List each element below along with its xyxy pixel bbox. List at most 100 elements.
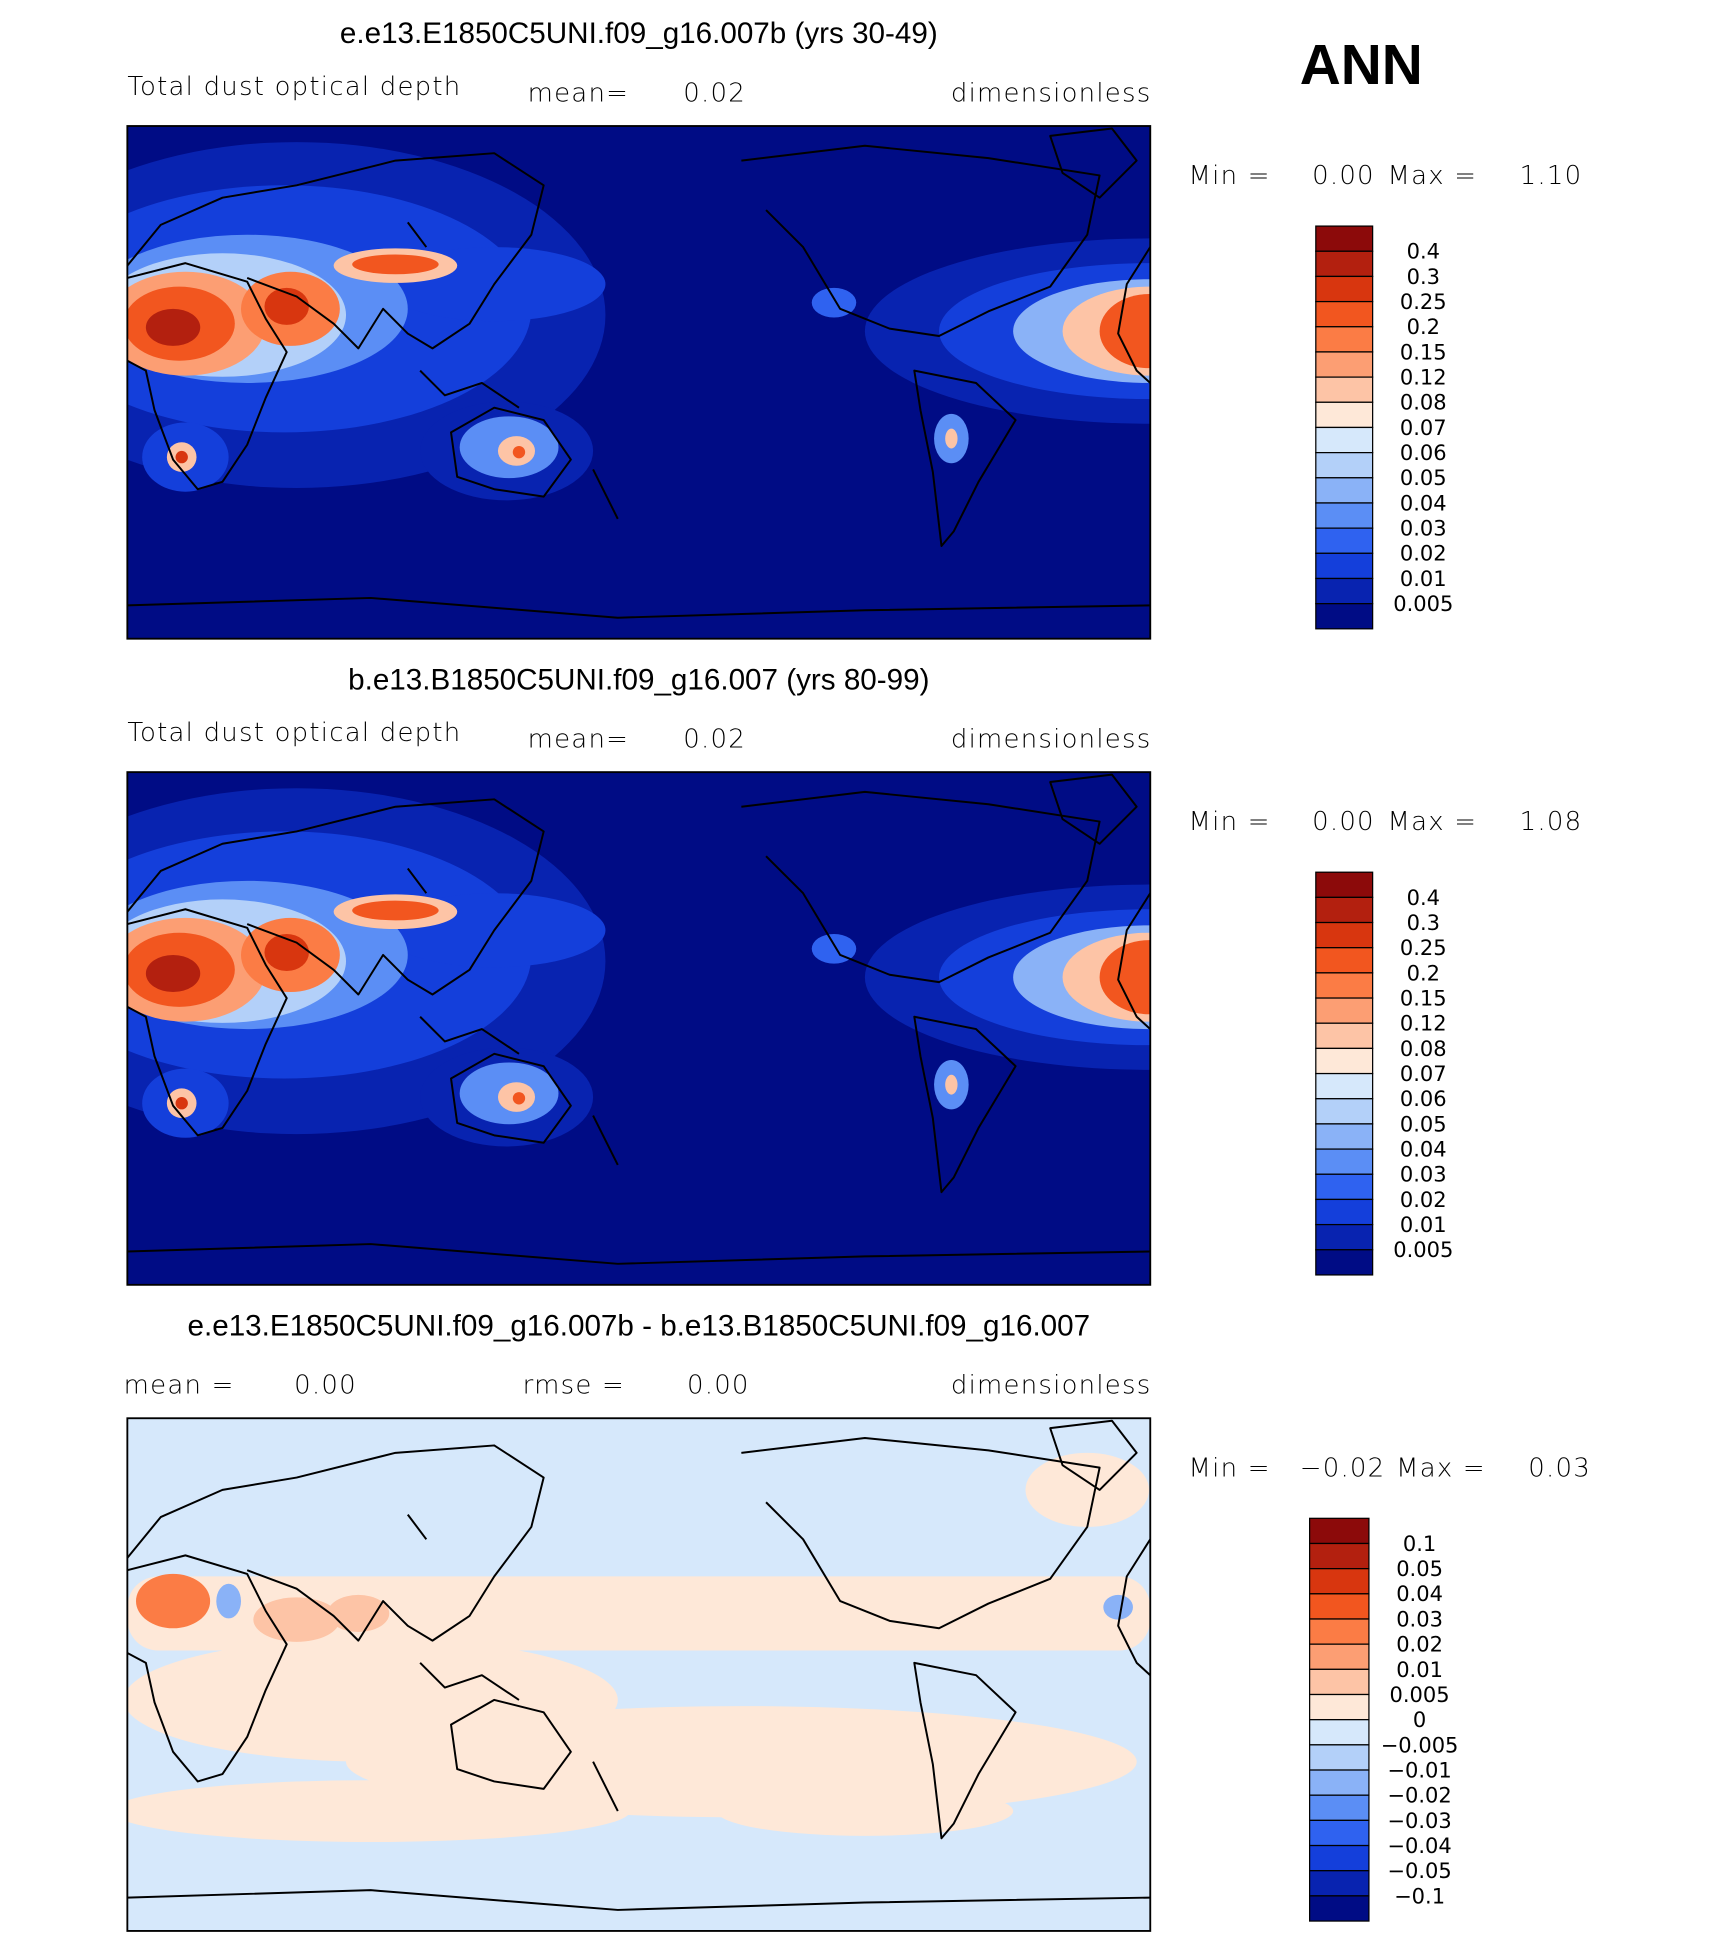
min-label: Min = <box>1189 807 1271 837</box>
colorbar-label: 0.2 <box>1407 961 1440 985</box>
colorbar-label: 0.005 <box>1393 592 1453 616</box>
mean-label: mean= <box>528 78 629 108</box>
map-field <box>127 126 1151 639</box>
colorbar-label: 0.03 <box>1400 1163 1447 1187</box>
min-label: Min = <box>1189 161 1271 191</box>
colorbar-box <box>1315 871 1374 898</box>
map <box>127 126 1151 639</box>
colorbar-label: 0 <box>1413 1708 1426 1732</box>
colorbar-box <box>1315 1173 1374 1201</box>
colorbar-box <box>1309 1844 1370 1872</box>
map <box>127 772 1151 1285</box>
colorbar-label: 0.005 <box>1393 1238 1453 1262</box>
colorbar-box <box>1315 275 1374 303</box>
colorbar-box <box>1309 1618 1370 1645</box>
colorbar-box <box>1315 300 1374 328</box>
rmse-label: rmse = <box>523 1371 625 1401</box>
colorbar-label: 0.01 <box>1400 567 1447 591</box>
panel: b.e13.B1850C5UNI.f09_g16.007 (yrs 80-99)… <box>126 663 1581 1286</box>
colorbar-box <box>1315 972 1374 999</box>
colorbar-label: 0.01 <box>1396 1658 1443 1682</box>
colorbar-box <box>1315 577 1374 605</box>
colorbar: 0.40.30.250.20.150.120.080.070.060.050.0… <box>1315 871 1453 1276</box>
mean-value: 0.02 <box>683 724 746 754</box>
colorbar-label: 0.12 <box>1400 1012 1447 1036</box>
colorbar-box <box>1315 401 1374 429</box>
colorbar: 0.10.050.040.030.020.010.0050−0.005−0.01… <box>1309 1517 1459 1922</box>
colorbar-box <box>1309 1568 1370 1595</box>
max-label: Max = <box>1396 1453 1486 1483</box>
colorbar-box <box>1309 1895 1370 1922</box>
colorbar-label: 0.01 <box>1400 1213 1447 1237</box>
units: dimensionless <box>951 1371 1152 1401</box>
colorbar-label: 0.04 <box>1400 491 1447 515</box>
colorbar-label: −0.02 <box>1387 1784 1451 1808</box>
map-frame <box>126 771 1152 1286</box>
colorbar-label: −0.01 <box>1387 1758 1451 1782</box>
colorbar-label: 0.08 <box>1400 391 1447 415</box>
min-value: −0.02 <box>1300 1453 1386 1483</box>
colorbar-label: 0.08 <box>1400 1037 1447 1061</box>
colorbar-label: 0.04 <box>1396 1582 1443 1606</box>
colorbar-label: −0.03 <box>1387 1809 1451 1833</box>
variable-name: Total dust optical depth <box>127 72 461 102</box>
colorbar-label: 0.4 <box>1407 886 1440 910</box>
colorbar-box <box>1309 1819 1370 1847</box>
colorbar-box <box>1309 1794 1370 1821</box>
colorbar-box <box>1315 225 1374 252</box>
min-value: 0.00 <box>1312 807 1375 837</box>
colorbar-label: 0.05 <box>1400 1112 1447 1136</box>
colorbar-label: 0.25 <box>1400 936 1447 960</box>
colorbar-box <box>1315 1198 1374 1226</box>
map-frame <box>126 1417 1152 1932</box>
season-label: ANN <box>1300 34 1423 97</box>
colorbar: 0.40.30.250.20.150.120.080.070.060.050.0… <box>1315 225 1453 630</box>
colorbar-box <box>1309 1693 1370 1721</box>
colorbar-label: 0.03 <box>1400 517 1447 541</box>
colorbar-box <box>1315 1123 1374 1150</box>
colorbar-label: 0.06 <box>1400 1087 1447 1111</box>
colorbar-box <box>1315 1249 1374 1276</box>
colorbar-label: 0.2 <box>1407 315 1440 339</box>
max-value: 1.10 <box>1520 161 1583 191</box>
colorbar-label: 0.06 <box>1400 441 1447 465</box>
max-label: Max = <box>1387 161 1477 191</box>
colorbar-label: 0.03 <box>1396 1607 1443 1631</box>
variable-name: Total dust optical depth <box>127 718 461 748</box>
colorbar-box <box>1315 477 1374 504</box>
colorbar-box <box>1309 1542 1370 1570</box>
colorbar-label: 0.005 <box>1390 1683 1450 1707</box>
colorbar-box <box>1309 1643 1370 1670</box>
colorbar-label: −0.05 <box>1387 1859 1451 1883</box>
colorbar-box <box>1309 1517 1370 1545</box>
panel: e.e13.E1850C5UNI.f09_g16.007b - b.e13.B1… <box>124 1309 1590 1932</box>
panel-title: b.e13.B1850C5UNI.f09_g16.007 (yrs 80-99) <box>348 663 929 696</box>
map-field <box>127 772 1151 1285</box>
colorbar-label: 0.1 <box>1403 1532 1436 1556</box>
colorbar-box <box>1315 947 1374 974</box>
colorbar-label: 0.4 <box>1407 240 1440 264</box>
colorbar-box <box>1315 921 1374 949</box>
colorbar-box <box>1309 1719 1370 1746</box>
colorbar-box <box>1315 1072 1374 1100</box>
panel-title: e.e13.E1850C5UNI.f09_g16.007b (yrs 30-49… <box>340 17 938 50</box>
colorbar-label: −0.1 <box>1394 1884 1445 1908</box>
colorbar-label: 0.07 <box>1400 1062 1447 1086</box>
panels: e.e13.E1850C5UNI.f09_g16.007b (yrs 30-49… <box>124 17 1590 1932</box>
colorbar-label: 0.3 <box>1407 911 1440 935</box>
colorbar-label: 0.07 <box>1400 416 1447 440</box>
colorbar-box <box>1315 376 1374 403</box>
colorbar-label: 0.04 <box>1400 1137 1447 1161</box>
colorbar-box <box>1309 1668 1370 1696</box>
units: dimensionless <box>951 78 1152 108</box>
colorbar-label: −0.005 <box>1381 1733 1459 1757</box>
colorbar-label: 0.05 <box>1396 1557 1443 1581</box>
colorbar-label: 0.02 <box>1396 1633 1443 1657</box>
colorbar-box <box>1309 1769 1370 1796</box>
colorbar-box <box>1315 603 1374 630</box>
panel: e.e13.E1850C5UNI.f09_g16.007b (yrs 30-49… <box>126 17 1583 640</box>
colorbar-box <box>1315 1148 1374 1175</box>
colorbar-box <box>1315 426 1374 454</box>
colorbar-box <box>1315 351 1374 378</box>
